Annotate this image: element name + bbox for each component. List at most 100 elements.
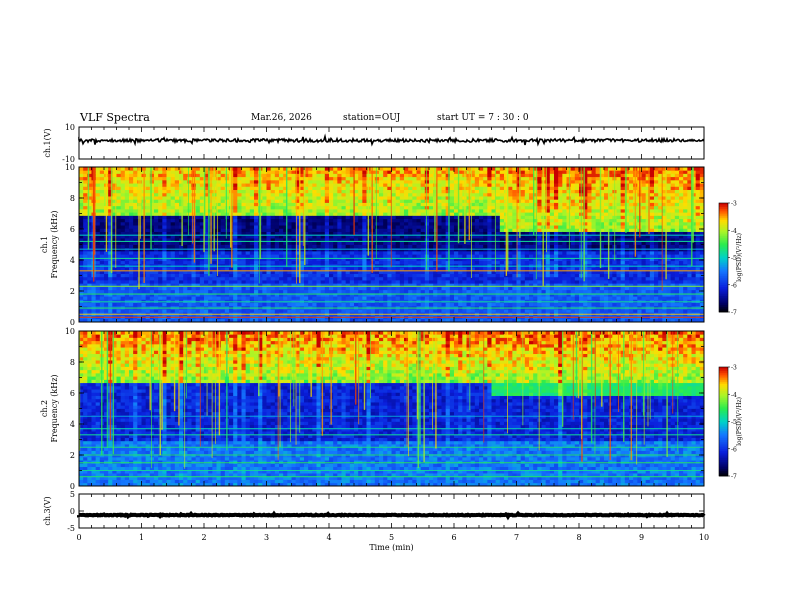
ch1-spectrogram-cell: [320, 202, 326, 207]
ch1-spectrogram-cell: [187, 170, 192, 174]
ch1-spectrogram-cell: [337, 292, 342, 297]
ch1-spectrogram-cell: [241, 276, 247, 281]
ch1-spectrogram-cell: [204, 260, 209, 265]
ch1-spectrogram-cell: [470, 289, 476, 294]
ch1-spectrogram-cell: [370, 267, 376, 271]
ch1-spectrogram-cell: [233, 286, 238, 291]
ch1-spectrogram-cell: [424, 215, 430, 220]
ch1-spectrogram-cell: [341, 179, 347, 184]
ch1-spectrogram-cell: [483, 289, 488, 294]
ch1-spectrogram-cell: [83, 254, 88, 258]
ch1-spectrogram-cell: [458, 215, 463, 220]
ch1-spectrogram-cell: [370, 289, 376, 294]
ch1-spectrogram-cell: [374, 199, 380, 203]
ch1-spectrogram-cell: [324, 241, 330, 245]
ch1-spectrogram-cell: [216, 186, 222, 191]
ch1-spectrogram-cell: [362, 286, 367, 291]
ch1-spectrogram-cell: [170, 241, 176, 245]
ch1-spectrogram-cell: [441, 225, 447, 229]
ch1-spectrogram-cell: [224, 309, 230, 313]
ch1-spectrogram-cell: [262, 302, 267, 307]
ch1-spectrogram-cell: [445, 167, 451, 171]
ch1-spectrogram-cell: [95, 254, 101, 258]
ch1-spectrogram-cell: [449, 241, 455, 245]
ch1-spectrogram-cell: [379, 250, 384, 255]
ch1-spectrogram-cell: [191, 309, 197, 313]
ch1-spectrogram-cell: [495, 241, 501, 245]
ch1-spectrogram-cell: [362, 179, 367, 184]
ch1-spectrogram-cell: [370, 257, 376, 262]
ch1-spectrogram-cell: [429, 238, 434, 242]
ch1-spectrogram-cell: [187, 299, 192, 304]
ch1-spectrogram-cell: [283, 192, 288, 197]
ch1-spectrogram-cell: [87, 225, 92, 229]
ch1-spectrogram-cell: [183, 238, 188, 242]
ch1-spectrogram-cell: [287, 186, 292, 191]
ch1-spectrogram-cell: [362, 205, 367, 210]
ch1-spectrogram-cell: [154, 183, 159, 187]
ch1-spectrogram-cell: [387, 221, 392, 226]
ch1-spectrogram-cell: [408, 276, 413, 281]
ch1-spectrogram-cell: [424, 228, 430, 232]
ch1-spectrogram-cell: [170, 270, 176, 274]
ch1-spectrogram-cell: [166, 260, 172, 265]
ch1-spectrogram-cell: [345, 176, 351, 181]
ch1-spectrogram-cell: [374, 225, 380, 229]
ch1-spectrogram-cell: [229, 318, 234, 322]
ch1-spectrogram-cell: [270, 234, 276, 239]
ch1-spectrogram-cell: [370, 231, 376, 236]
ch1-spectrogram-cell: [204, 250, 209, 255]
ch1-spectrogram-cell: [104, 286, 109, 291]
ch1-spectrogram-cell: [270, 228, 276, 232]
ch1-spectrogram-cell: [474, 254, 480, 258]
ch1-spectrogram-cell: [216, 173, 222, 178]
ch1-spectrogram-cell: [179, 170, 184, 174]
ch1-spectrogram-cell: [170, 244, 176, 249]
ch1-spectrogram-cell: [445, 208, 451, 213]
ch1-spectrogram-cell: [416, 270, 422, 274]
ch1-spectrogram-cell: [83, 183, 88, 187]
ch1-spectrogram-cell: [454, 292, 459, 297]
ch1-spectrogram-cell: [87, 276, 92, 281]
ch1-spectrogram-cell: [499, 296, 505, 300]
ch1-spectrogram-cell: [216, 208, 222, 213]
ch1-spectrogram-cell: [120, 286, 126, 291]
ch1-spectrogram-cell: [116, 192, 122, 197]
ch1-spectrogram-cell: [116, 286, 122, 291]
ch1-spectrogram-cell: [320, 179, 326, 184]
ch1-spectrogram-cell: [179, 286, 184, 291]
ch1-spectrogram-cell: [170, 205, 176, 210]
ch1-spectrogram-cell: [324, 292, 330, 297]
ch1-spectrogram-cell: [349, 225, 355, 229]
ch1-spectrogram-cell: [499, 215, 505, 220]
ch1-spectrogram-cell: [483, 302, 488, 307]
ch1-spectrogram-cell: [237, 228, 242, 232]
ch1-spectrogram-cell: [429, 212, 434, 216]
ch1-spectrogram-cell: [487, 318, 492, 322]
ch1-spectrogram-cell: [174, 241, 180, 245]
ch1-spectrogram-cell: [183, 212, 188, 216]
ch1-spectrogram-cell: [83, 218, 88, 223]
ch1-spectrogram-cell: [145, 289, 151, 294]
ch1-spectrogram-cell: [324, 238, 330, 242]
ch1-spectrogram-cell: [299, 238, 305, 242]
ch1-spectrogram-cell: [283, 280, 288, 284]
ch1-spectrogram-cell: [233, 186, 238, 191]
ch1-spectrogram-cell: [162, 208, 167, 213]
ch1-spectrogram-cell: [154, 273, 159, 278]
ch1-spectrogram-cell: [362, 212, 367, 216]
ch1-spectrogram-cell: [345, 196, 351, 200]
ch1-spectrogram-cell: [449, 267, 455, 271]
ch1-spectrogram-cell: [454, 205, 459, 210]
ch1-spectrogram-cell: [154, 260, 159, 265]
ch1-spectrogram-cell: [224, 179, 230, 184]
ch1-spectrogram-cell: [183, 244, 188, 249]
ch1-spectrogram-cell: [341, 318, 347, 322]
ch1-spectrogram-cell: [95, 202, 101, 207]
ch1-spectrogram-cell: [283, 212, 288, 216]
ch1-spectrogram-cell: [162, 202, 167, 207]
ch1-spectrogram-cell: [295, 254, 301, 258]
ch1-spectrogram-cell: [95, 221, 101, 226]
ch1-spectrogram-cell: [129, 208, 134, 213]
ch1-spectrogram-cell: [483, 296, 488, 300]
